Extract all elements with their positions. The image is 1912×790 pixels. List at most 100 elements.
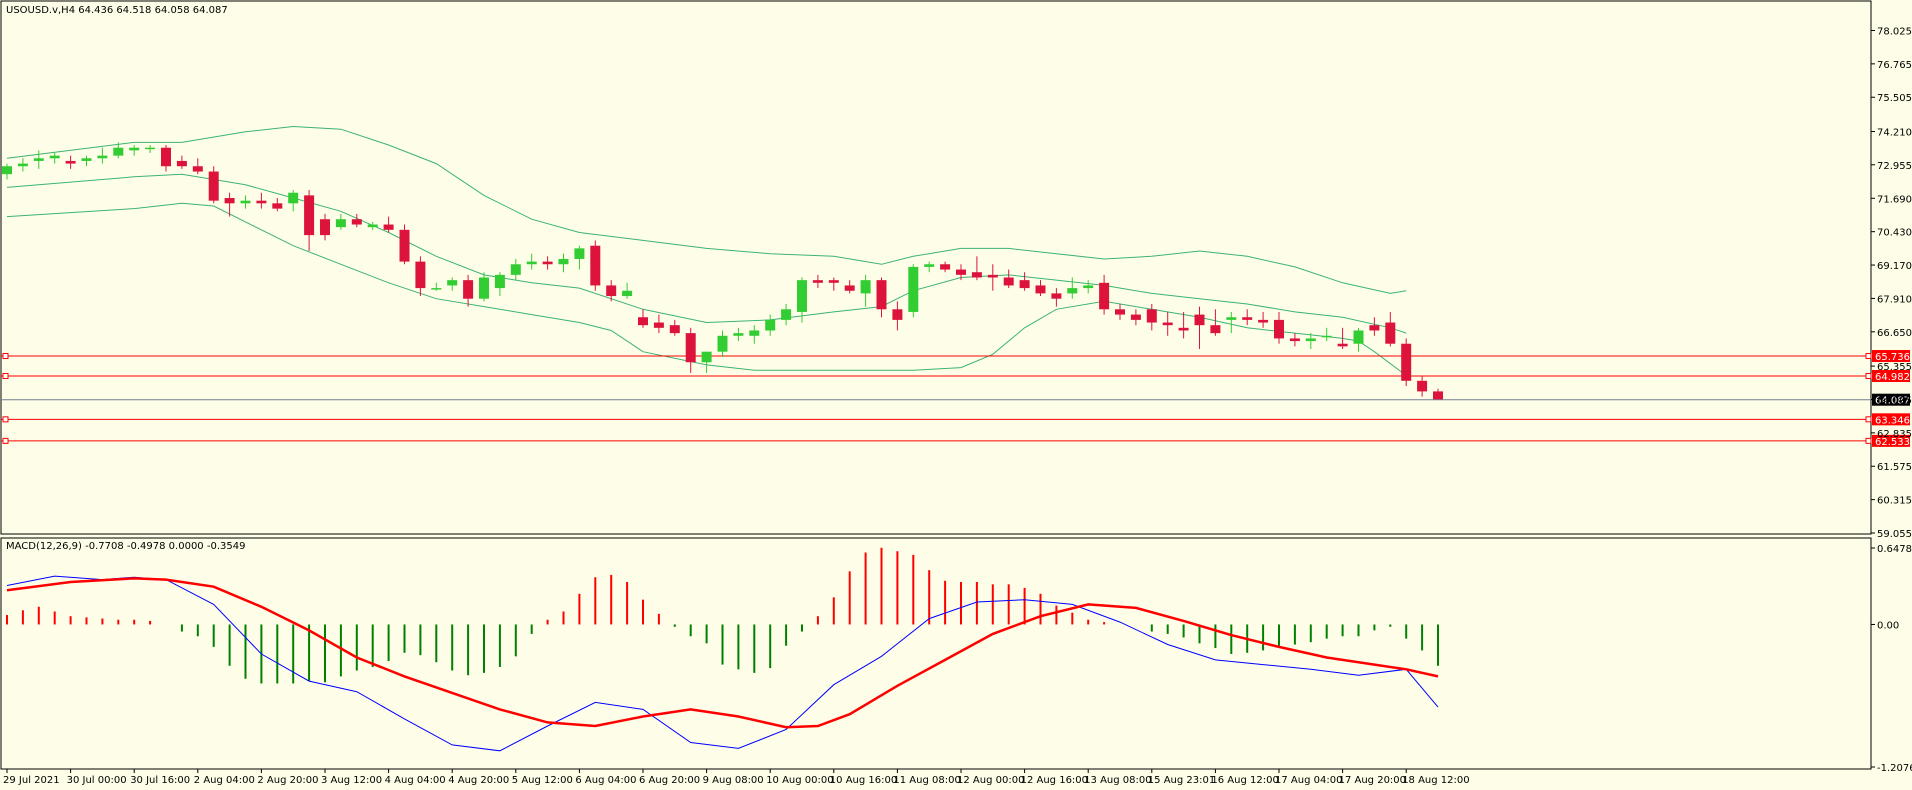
time-tick-label: 13 Aug 08:00 <box>1084 775 1151 786</box>
time-tick-label: 9 Aug 08:00 <box>703 775 764 786</box>
bull-candle <box>733 333 744 336</box>
bear-candle <box>828 280 839 283</box>
bear-candle <box>1242 317 1253 320</box>
level-handle-right <box>1865 416 1872 423</box>
macd-histogram <box>6 547 1439 684</box>
current-price-label: 64.087 <box>1875 396 1910 407</box>
bear-candle <box>1433 391 1443 400</box>
bull-candle <box>701 351 712 363</box>
bear-candle <box>1274 319 1284 339</box>
level-handle-left <box>2 416 9 423</box>
bear-candle <box>876 280 887 310</box>
price-tick-label: 70.430 <box>1877 228 1912 239</box>
level-price-label: 64.982 <box>1875 372 1910 383</box>
bull-candle <box>749 330 760 336</box>
bear-candle <box>590 245 601 286</box>
time-tick-label: 30 Jul 00:00 <box>67 775 127 786</box>
bull-candle <box>1083 285 1094 289</box>
time-tick-label: 2 Aug 20:00 <box>257 775 318 786</box>
level-price-tag <box>1872 350 1910 363</box>
horizontal-levels[interactable]: 65.736 64.982 63.346 62.533 64.087 <box>1 350 1910 448</box>
macd-panel-header: MACD(12,26,9) -0.7708 -0.4978 0.0000 -0.… <box>6 541 245 552</box>
bull-candle <box>2 166 12 175</box>
time-tick-label: 4 Aug 04:00 <box>385 775 446 786</box>
price-tick-label: 61.575 <box>1877 462 1912 473</box>
bull-candle <box>447 280 458 286</box>
bear-candle <box>638 317 648 326</box>
bull-candle <box>860 280 871 294</box>
bear-candle <box>1003 277 1014 286</box>
current-price-tag <box>1872 393 1910 406</box>
time-tick-label: 5 Aug 12:00 <box>512 775 573 786</box>
bear-candle <box>1035 285 1046 294</box>
bear-candle <box>383 224 394 230</box>
time-tick-label: 6 Aug 20:00 <box>639 775 700 786</box>
bear-candle <box>606 285 617 297</box>
bear-candle <box>192 166 203 172</box>
level-price-tag <box>1872 369 1910 382</box>
bull-candle <box>717 335 728 352</box>
price-tick-label: 65.355 <box>1877 362 1912 373</box>
bear-candle <box>1385 322 1396 344</box>
bear-candle <box>653 322 664 328</box>
price-tick-label: 74.210 <box>1877 128 1912 139</box>
bear-candle <box>542 261 553 265</box>
macd-panel[interactable]: 0.6478 0.00 -1.2076 MACD(12,26,9) -0.7708 … <box>0 537 1912 774</box>
price-tick-label: 66.650 <box>1877 328 1912 339</box>
price-tick-label: 72.955 <box>1877 161 1912 172</box>
bull-candle <box>288 192 299 204</box>
bear-candle <box>1162 322 1173 326</box>
macd-main-line <box>6 575 1439 752</box>
bull-candle <box>431 288 442 290</box>
price-tick-label: 69.170 <box>1877 261 1912 272</box>
bull-candle <box>1067 288 1078 294</box>
bear-candle <box>1130 314 1141 320</box>
bear-candle <box>351 219 362 225</box>
bull-candle <box>113 147 124 156</box>
bear-candle <box>987 274 998 278</box>
bear-candle <box>1417 380 1428 392</box>
bull-candle <box>797 280 807 312</box>
level-handle-left <box>2 437 9 444</box>
level-price-label: 65.736 <box>1875 352 1910 363</box>
bull-candle <box>558 258 569 265</box>
time-axis: 29 Jul 2021 30 Jul 00:00 30 Jul 16:00 2 Aug… <box>3 769 1470 786</box>
bull-candle <box>1321 335 1332 338</box>
bull-candle <box>367 224 378 228</box>
price-axis: 78.025 76.765 75.505 74.210 72.955 71.690 70.4… <box>1871 26 1912 540</box>
bear-candle <box>415 261 426 289</box>
bull-candle <box>526 261 537 265</box>
time-tick-label: 17 Aug 20:00 <box>1339 775 1406 786</box>
bear-candle <box>208 171 219 201</box>
bear-candle <box>971 272 982 278</box>
bull-candle <box>494 274 505 289</box>
price-tick-label: 67.910 <box>1877 294 1912 305</box>
bollinger-upper-line <box>6 125 1407 294</box>
price-tick-label: 71.690 <box>1877 194 1912 205</box>
time-tick-label: 10 Aug 16:00 <box>830 775 897 786</box>
bear-candle <box>1115 309 1125 315</box>
level-price-label: 63.346 <box>1875 415 1910 426</box>
price-tick-label: 75.505 <box>1877 93 1912 104</box>
bear-candle <box>1289 338 1300 342</box>
bear-candle <box>956 269 966 275</box>
macd-tick-label: -1.2076 <box>1877 763 1912 774</box>
time-tick-label: 29 Jul 2021 <box>3 775 60 786</box>
price-panel[interactable]: 65.736 64.982 63.346 62.533 64.087 78.025 76.… <box>0 0 1912 540</box>
bear-candle <box>1099 282 1110 310</box>
time-tick-label: 17 Aug 04:00 <box>1275 775 1342 786</box>
macd-tick-label: 0.6478 <box>1877 544 1912 555</box>
bear-candle <box>1194 314 1205 326</box>
time-tick-label: 15 Aug 23:01 <box>1148 775 1215 786</box>
level-price-tag <box>1872 434 1910 447</box>
time-tick-label: 18 Aug 12:00 <box>1402 775 1469 786</box>
bull-candle <box>1305 338 1316 342</box>
price-panel-frame <box>0 0 1872 535</box>
level-handle-left <box>2 353 9 360</box>
bull-candle <box>129 147 140 151</box>
macd-tick-label: 0.00 <box>1877 620 1899 631</box>
level-handle-right <box>1865 437 1872 444</box>
time-tick-label: 6 Aug 04:00 <box>575 775 636 786</box>
bear-candle <box>65 160 76 164</box>
